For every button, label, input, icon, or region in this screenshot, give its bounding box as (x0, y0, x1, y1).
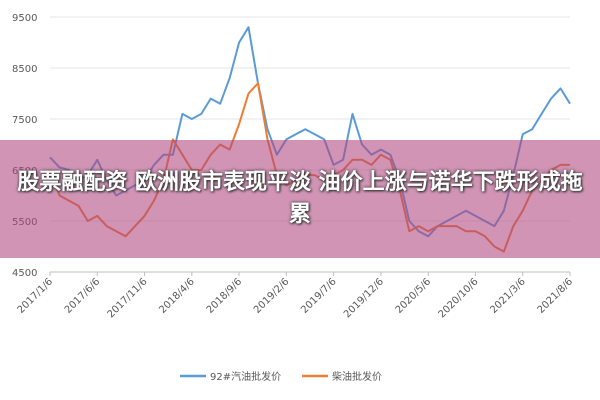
y-tick-label: 8500 (12, 64, 37, 75)
banner-text: 股票融配资 欧洲股市表现平淡 油价上涨与诺华下跌形成拖累 (17, 170, 583, 227)
legend-label: 92#汽油批发价 (210, 370, 281, 383)
x-tick-label: 2019/12/6 (342, 276, 386, 320)
y-tick-label: 9500 (12, 13, 37, 24)
x-tick-label: 2018/4/6 (157, 276, 197, 316)
x-tick-label: 2019/2/6 (252, 276, 292, 316)
x-tick-label: 2020/10/6 (437, 276, 481, 320)
banner: 股票融配资 欧洲股市表现平淡 油价上涨与诺华下跌形成拖累 (0, 140, 600, 258)
x-tick-label: 2017/1/6 (16, 276, 56, 316)
x-tick-label: 2017/6/6 (63, 276, 103, 316)
x-tick-label: 2020/5/6 (394, 276, 434, 316)
x-tick-label: 2021/8/6 (536, 276, 576, 316)
x-tick-label: 2018/9/6 (205, 276, 245, 316)
x-tick-label: 2019/7/6 (299, 276, 339, 316)
legend-label: 柴油批发价 (332, 370, 382, 383)
y-tick-label: 4500 (12, 268, 37, 279)
x-tick-label: 2017/11/6 (106, 276, 150, 320)
x-tick-label: 2021/3/6 (488, 276, 528, 316)
y-tick-label: 7500 (12, 115, 37, 126)
